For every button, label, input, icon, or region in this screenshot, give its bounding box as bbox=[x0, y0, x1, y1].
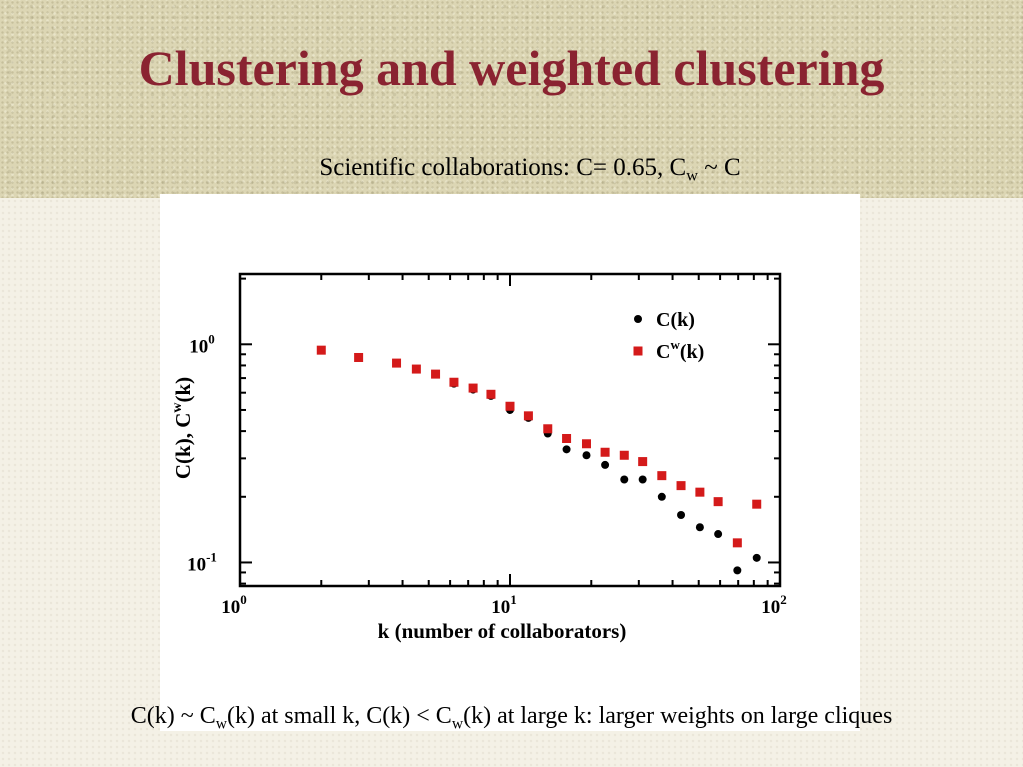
series-1-point bbox=[392, 358, 402, 368]
y-axis-label-superscript: w bbox=[170, 402, 185, 413]
legend-marker-0 bbox=[634, 315, 642, 323]
legend-label-name: C(k) bbox=[656, 309, 695, 331]
series-1-point bbox=[505, 401, 515, 411]
caption-subscript-1: w bbox=[215, 715, 227, 733]
header-background bbox=[0, 0, 1023, 198]
series-1-point bbox=[543, 424, 553, 434]
slide-title: Clustering and weighted clustering bbox=[138, 40, 885, 96]
series-1-point bbox=[732, 538, 742, 548]
series-1-point bbox=[523, 411, 533, 421]
y-tick-label-base: 10 bbox=[189, 336, 208, 357]
series-1-point bbox=[562, 433, 572, 443]
x-tick-label-base: 10 bbox=[221, 597, 240, 618]
series-0-point bbox=[638, 475, 647, 484]
series-1-point bbox=[581, 439, 591, 449]
series-0-point bbox=[582, 451, 591, 460]
x-tick-label: 101 bbox=[491, 592, 517, 618]
series-0-point bbox=[677, 511, 686, 520]
series-1-point bbox=[411, 364, 421, 374]
legend-label-1: Cw(k) bbox=[656, 337, 704, 363]
subtitle-subscript: w bbox=[686, 166, 698, 185]
x-tick-label-exponent: 2 bbox=[780, 592, 787, 607]
x-tick-label-exponent: 1 bbox=[510, 592, 517, 607]
series-0-point bbox=[657, 492, 666, 501]
subtitle-main: Scientific collaborations: C= 0.65, C bbox=[319, 154, 687, 181]
legend-label-tail: (k) bbox=[680, 341, 704, 363]
series-0-point bbox=[752, 553, 761, 562]
x-tick-label: 102 bbox=[761, 592, 787, 618]
caption-part-1: C(k) ~ C bbox=[130, 703, 216, 729]
series-0-point bbox=[695, 523, 704, 532]
x-tick-label-exponent: 0 bbox=[240, 592, 247, 607]
caption-part-3: (k) at large k: larger weights on large … bbox=[463, 703, 893, 729]
series-1-point bbox=[600, 447, 610, 457]
y-axis-label: C(k), Cw(k) bbox=[170, 377, 195, 479]
y-tick-label: 10-1 bbox=[187, 549, 217, 575]
x-tick-label: 100 bbox=[221, 592, 247, 618]
series-0-point bbox=[601, 460, 610, 469]
legend-label-0: C(k) bbox=[656, 309, 695, 331]
y-tick-label: 100 bbox=[189, 331, 215, 357]
series-1-point bbox=[619, 450, 629, 460]
series-1-point bbox=[752, 499, 762, 509]
series-0-point bbox=[714, 530, 723, 539]
caption-part-2: (k) at small k, C(k) < C bbox=[226, 703, 452, 729]
legend-label-name: C bbox=[656, 341, 670, 363]
legend-marker-1 bbox=[633, 346, 643, 356]
series-1-point bbox=[486, 389, 496, 399]
series-1-point bbox=[676, 481, 686, 491]
y-tick-label-exponent: -1 bbox=[206, 549, 217, 564]
series-1-point bbox=[657, 471, 667, 481]
series-0-point bbox=[620, 475, 629, 484]
y-axis-label-main: C(k), C bbox=[171, 413, 195, 480]
y-tick-label-exponent: 0 bbox=[208, 331, 215, 346]
slide-subtitle: Scientific collaborations: C= 0.65, Cw ~… bbox=[0, 152, 1023, 184]
series-1-point bbox=[638, 457, 648, 467]
series-0-point bbox=[733, 566, 742, 575]
y-axis-label-tail: (k) bbox=[171, 377, 195, 403]
chart-panel: 100 101 102 100 10-1 k (number of collaborato… bbox=[160, 194, 860, 731]
series-1-point bbox=[449, 377, 459, 387]
series-0-point bbox=[562, 445, 571, 454]
x-tick-label-base: 10 bbox=[761, 597, 780, 618]
series-1-point bbox=[713, 497, 723, 507]
series-1-point bbox=[316, 345, 326, 355]
legend-label-superscript: w bbox=[670, 337, 680, 352]
series-1-point bbox=[431, 369, 441, 379]
series-1-point bbox=[695, 487, 705, 497]
y-tick-label-base: 10 bbox=[187, 554, 206, 575]
series-1-point bbox=[354, 352, 364, 362]
caption-subscript-2: w bbox=[451, 715, 464, 733]
slide-caption: C(k) ~ Cw(k) at small k, C(k) < Cw(k) at… bbox=[0, 700, 1023, 732]
plot-frame bbox=[238, 272, 782, 588]
subtitle-tail: ~ C bbox=[697, 154, 741, 181]
x-axis-label: k (number of collaborators) bbox=[378, 619, 627, 643]
series-1-point bbox=[468, 383, 478, 393]
x-tick-label-base: 10 bbox=[491, 597, 510, 618]
